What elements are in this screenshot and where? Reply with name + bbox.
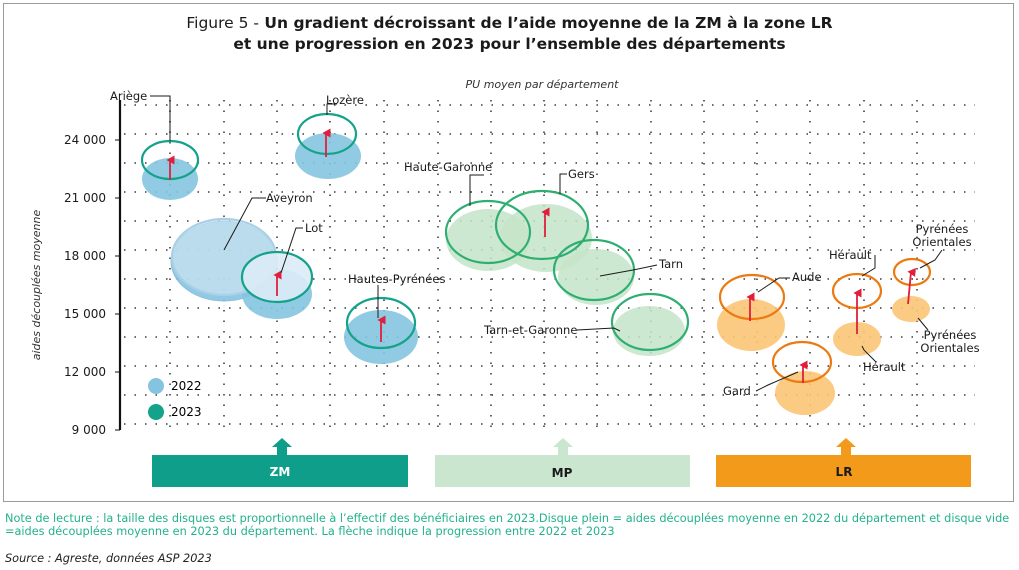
source-line: Source : Agreste, données ASP 2023 xyxy=(5,552,212,565)
chart-subtitle: PU moyen par département xyxy=(466,78,620,91)
ring-2023-haute-garonne xyxy=(444,199,532,265)
zone-bar-zm xyxy=(152,455,408,487)
zone-bar-lr xyxy=(716,455,971,487)
label-haute-garonne: Haute-Garonne xyxy=(404,160,492,174)
label-tarn-et-garonne: Tarn-et-Garonne xyxy=(483,323,577,337)
label-po-bottom-2: Orientales xyxy=(920,341,979,355)
disc-2022-aude xyxy=(717,299,785,351)
zone-arrow-lr xyxy=(836,438,856,455)
y-ticks: 9 000 12 000 15 000 18 000 21 000 24 000 xyxy=(64,133,120,437)
label-herault-bottom: Hérault xyxy=(863,360,906,374)
figure-frame xyxy=(3,3,1014,502)
label-gers: Gers xyxy=(568,167,595,181)
leader-tarn-et-garonne xyxy=(576,327,621,332)
disc-2022-gard xyxy=(775,371,835,415)
legend-label-2023: 2023 xyxy=(171,405,202,419)
disc-2022-herault xyxy=(833,322,881,356)
ring-2023-gard xyxy=(771,340,833,384)
leader-lot xyxy=(280,227,303,274)
figure-title-line1: Figure 5 - Un gradient décroissant de l’… xyxy=(0,14,1019,32)
y-tick-label-15000: 15 000 xyxy=(64,307,106,321)
leader-herault-bottom xyxy=(861,345,877,363)
label-po-bottom-1: Pyrénées xyxy=(924,328,977,342)
rings-2023 xyxy=(140,112,932,384)
label-lozere: Lozère xyxy=(326,93,364,107)
label-gard: Gard xyxy=(723,384,751,398)
zone-label-lr: LR xyxy=(836,465,853,479)
zone-arrow-zm xyxy=(272,438,292,455)
label-aude: Aude xyxy=(792,270,822,284)
leader-haute-garonne xyxy=(469,174,484,206)
leader-ariege xyxy=(150,95,171,141)
y-tick-label-21000: 21 000 xyxy=(64,191,106,205)
ring-2023-pyrenees-orientales xyxy=(892,257,932,287)
leader-po-top xyxy=(919,249,943,269)
leader-gers xyxy=(559,173,567,194)
leader-po-bottom xyxy=(917,317,929,331)
label-lot: Lot xyxy=(305,221,323,235)
department-labels: Ariège Lozère Aveyron Lot Hautes-Pyrénée… xyxy=(110,89,980,398)
ring-2023-gers xyxy=(494,189,590,261)
disc-2022-tarn-et-garonne xyxy=(613,306,685,356)
leader-herault-top xyxy=(861,255,876,277)
figure-title: Un gradient décroissant de l’aide moyenn… xyxy=(264,14,833,32)
ring-2023-hautes-pyrenees xyxy=(345,296,417,350)
label-hautes-pyrenees: Hautes-Pyrénées xyxy=(348,272,445,286)
zone-arrow-mp xyxy=(553,438,573,455)
legend-swatch-2022 xyxy=(148,378,164,394)
leader-aveyron xyxy=(223,197,266,251)
label-herault-top: Hérault xyxy=(829,248,872,262)
label-po-top-2: Orientales xyxy=(912,235,971,249)
zone-bars: ZM MP LR xyxy=(152,438,971,487)
figure-title-line2: et une progression en 2023 pour l’ensemb… xyxy=(233,35,786,53)
disc-2022-lozere xyxy=(295,133,361,179)
progression-arrows xyxy=(166,128,916,383)
legend-swatch-2023 xyxy=(148,404,164,420)
y-tick-label-9000: 9 000 xyxy=(72,423,106,437)
y-tick-label-24000: 24 000 xyxy=(64,133,106,147)
label-tarn: Tarn xyxy=(658,257,683,271)
ring-2023-tarn-et-garonne xyxy=(610,292,690,352)
leader-gard xyxy=(755,371,799,392)
legend: 2022 2023 xyxy=(148,378,202,420)
arrow-pyrenees-orientales xyxy=(907,267,916,305)
zone-label-mp: MP xyxy=(552,466,573,480)
bubble-chart: PU moyen par département aides découplée… xyxy=(30,78,980,487)
leader-aude xyxy=(757,277,790,293)
disc-2022-pyrenees-orientales xyxy=(892,296,930,322)
y-tick-label-18000: 18 000 xyxy=(64,249,106,263)
leader-tarn xyxy=(599,264,658,277)
leader-lines xyxy=(150,95,943,392)
label-po-top-1: Pyrénées xyxy=(916,222,969,236)
y-tick-label-12000: 12 000 xyxy=(64,365,106,379)
reading-note: Note de lecture : la taille des disques … xyxy=(5,512,1010,539)
zone-bar-mp xyxy=(435,455,690,487)
legend-label-2022: 2022 xyxy=(171,379,202,393)
ring-2023-aude xyxy=(718,273,786,321)
label-aveyron: Aveyron xyxy=(266,191,313,205)
zone-label-zm: ZM xyxy=(270,465,291,479)
y-axis-label: aides découplées moyenne xyxy=(30,210,43,361)
leader-lozere xyxy=(326,103,337,115)
label-ariege: Ariège xyxy=(110,89,147,103)
figure-label: Figure 5 - xyxy=(186,14,260,32)
disc-2022-tarn xyxy=(558,249,634,305)
